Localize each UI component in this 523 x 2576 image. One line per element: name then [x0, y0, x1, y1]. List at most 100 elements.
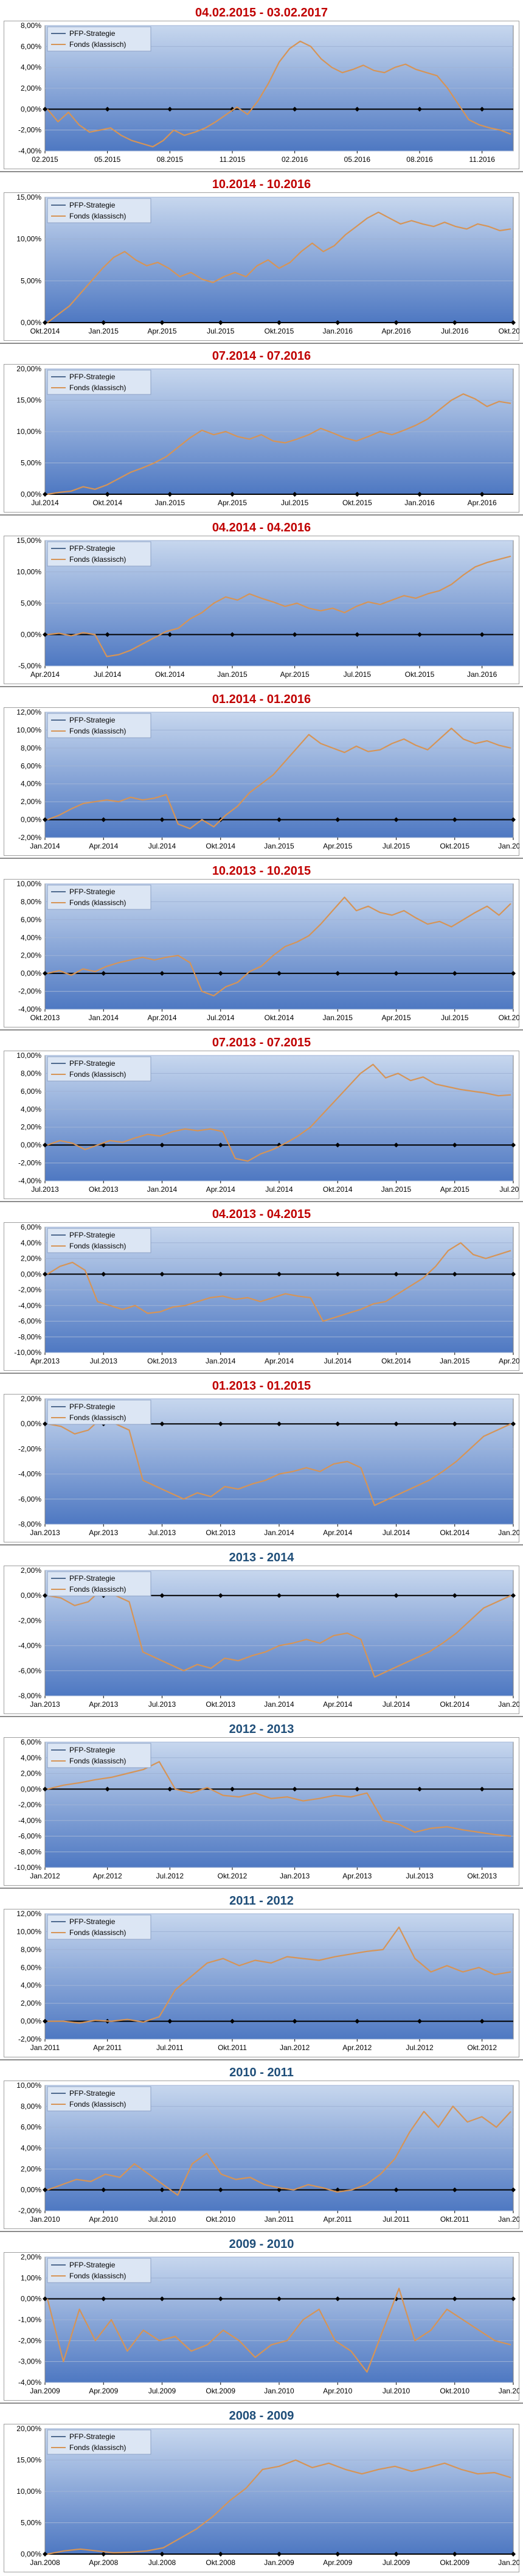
- y-tick-label: 6,00%: [21, 761, 41, 770]
- y-tick-label: -5,00%: [18, 662, 41, 670]
- axis-marker: [292, 2018, 297, 2024]
- y-tick-label: -10,00%: [14, 1348, 41, 1357]
- axis-marker: [218, 2187, 223, 2193]
- chart-svg: -10,00% -8,00% -6,00% -4,00% -2,00% 0,00% 2,00…: [4, 1222, 519, 1371]
- y-tick-label: 2,00%: [21, 1769, 41, 1778]
- x-tick-label: Apr.2011: [93, 2043, 122, 2052]
- axis-marker: [452, 2552, 457, 2557]
- chart-title: 10.2013 - 10.2015: [212, 864, 311, 878]
- x-tick-label: Okt.2014: [381, 1357, 411, 1365]
- axis-marker: [335, 320, 341, 325]
- series-line-fonds: [47, 727, 511, 830]
- x-tick-label: Jan.2010: [498, 2558, 519, 2567]
- series-line-fonds: [47, 1416, 511, 1507]
- panel-separator: [0, 1544, 523, 1545]
- chart-panel: 2013 - 2014 -8,00% -6,00% -4,00% -2,00% 0,00%…: [4, 1545, 519, 1717]
- axis-marker: [230, 492, 235, 497]
- y-tick-label: -3,00%: [18, 2357, 41, 2366]
- axis-marker: [393, 1272, 399, 1277]
- chart-title: 07.2013 - 07.2015: [212, 1036, 311, 1049]
- legend-label-fund: Fonds (klassisch): [69, 1413, 126, 1422]
- y-tick-label: 6,00%: [21, 1223, 41, 1231]
- x-tick-label: Okt.2009: [440, 2558, 469, 2567]
- x-tick-label: Jan.2015: [498, 1700, 519, 1709]
- chart-svg: 0,00% 5,00% 10,00% 15,00% 20,00% Jul.2014 Okt.…: [4, 364, 519, 513]
- x-tick-label: Jul.2012: [156, 1872, 184, 1880]
- x-tick-label: Jan.2010: [30, 2215, 60, 2224]
- axis-marker: [159, 2296, 165, 2301]
- axis-marker: [292, 1787, 297, 1792]
- axis-marker: [218, 1272, 223, 1277]
- axis-marker: [292, 632, 297, 637]
- y-tick-label: 10,00%: [16, 2081, 41, 2090]
- x-tick-label: Jan.2011: [30, 2043, 60, 2052]
- x-tick-label: Apr.2010: [89, 2215, 118, 2224]
- x-tick-label: Apr.2009: [323, 2558, 352, 2567]
- x-tick-label: Okt.2014: [440, 1700, 469, 1709]
- x-tick-label: Jul.2014: [94, 670, 122, 679]
- y-tick-label: -2,00%: [18, 2035, 41, 2043]
- chart-panel: 2009 - 2010 -4,00% -3,00% -2,00% -1,00% 0,00%…: [4, 2231, 519, 2403]
- axis-marker: [393, 1593, 399, 1598]
- x-tick-label: Okt.2015: [265, 327, 294, 335]
- x-tick-label: Okt.2011: [218, 2043, 247, 2052]
- axis-marker: [511, 320, 516, 325]
- x-tick-label: Apr.2009: [89, 2387, 118, 2395]
- panel-separator: [0, 686, 523, 687]
- x-tick-label: Okt.2010: [206, 2215, 235, 2224]
- y-tick-label: 10,00%: [16, 427, 41, 436]
- chart-title: 2013 - 2014: [229, 1551, 294, 1564]
- axis-marker: [230, 1787, 235, 1792]
- legend-label-strategy: PFP-Strategie: [69, 544, 116, 553]
- x-tick-label: Jan.2015: [323, 1013, 353, 1022]
- chart-panel: 10.2014 - 10.2016 0,00% 5,00% 10,00% 15,00% O…: [4, 172, 519, 343]
- x-tick-label: Apr.2015: [499, 1357, 519, 1365]
- axis-marker: [393, 320, 399, 325]
- x-tick-label: Jan.2015: [89, 327, 119, 335]
- y-tick-label: 5,00%: [21, 2519, 41, 2527]
- axis-marker: [292, 107, 297, 112]
- axis-marker: [452, 1593, 457, 1598]
- axis-marker: [335, 817, 341, 822]
- y-tick-label: 2,00%: [21, 951, 41, 960]
- axis-marker: [511, 1272, 516, 1277]
- axis-marker: [43, 2296, 47, 2301]
- axis-marker: [277, 1593, 282, 1598]
- legend-label-strategy: PFP-Strategie: [69, 716, 116, 724]
- x-tick-label: Apr.2014: [147, 1013, 176, 1022]
- panel-separator: [0, 1373, 523, 1374]
- y-tick-label: 2,00%: [21, 1999, 41, 2007]
- y-tick-label: 6,00%: [21, 1087, 41, 1096]
- x-tick-label: Jan.2016: [498, 842, 519, 850]
- x-tick-label: Apr.2014: [265, 1357, 294, 1365]
- x-tick-label: Jan.2014: [147, 1185, 178, 1194]
- axis-marker: [335, 2187, 341, 2193]
- x-tick-label: Jan.2016: [467, 670, 497, 679]
- x-tick-label: Apr.2008: [89, 2558, 118, 2567]
- axis-marker: [101, 817, 106, 822]
- chart-svg: -5,00% 0,00% 5,00% 10,00% 15,00% Apr.2014 Jul.…: [4, 536, 519, 684]
- y-tick-label: 8,00%: [21, 1945, 41, 1954]
- y-tick-label: 15,00%: [16, 536, 41, 545]
- y-tick-label: 0,00%: [21, 2186, 41, 2194]
- chart-panel: 2011 - 2012 -2,00% 0,00% 2,00% 4,00% 6,00% 8,0…: [4, 1888, 519, 2060]
- chart-svg: -2,00% 0,00% 2,00% 4,00% 6,00% 8,00% 10,00% 12,…: [4, 1909, 519, 2057]
- legend-label-fund: Fonds (klassisch): [69, 1585, 126, 1594]
- chart-title: 2010 - 2011: [229, 2066, 294, 2079]
- legend-label-strategy: PFP-Strategie: [69, 2432, 116, 2441]
- y-tick-label: -2,00%: [18, 987, 41, 996]
- x-tick-label: Jan.2009: [264, 2558, 294, 2567]
- axis-marker: [159, 817, 165, 822]
- axis-marker: [335, 2296, 341, 2301]
- axis-marker: [159, 1421, 165, 1427]
- axis-marker: [43, 320, 47, 325]
- chart-title: 01.2013 - 01.2015: [212, 1379, 311, 1393]
- axis-marker: [452, 2296, 457, 2301]
- panel-separator: [0, 343, 523, 344]
- x-tick-label: Apr.2016: [381, 327, 410, 335]
- x-tick-label: Jan.2009: [30, 2387, 60, 2395]
- x-tick-label: Jan.2013: [280, 1872, 310, 1880]
- x-tick-label: Jul.2015: [281, 499, 309, 507]
- x-tick-label: Apr.2014: [30, 670, 60, 679]
- legend-box: [47, 1743, 151, 1768]
